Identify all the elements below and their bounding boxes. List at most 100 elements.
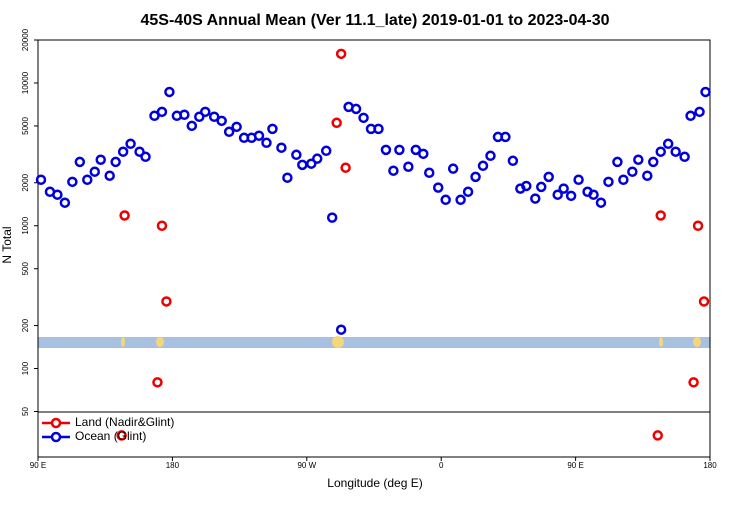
- point: [418, 148, 429, 160]
- point: [670, 146, 681, 157]
- y-tick-label: 500: [21, 262, 30, 276]
- point: [134, 146, 145, 157]
- x-tick-label: 0: [439, 461, 444, 470]
- point: [179, 109, 190, 121]
- point: [652, 430, 663, 441]
- point: [698, 296, 710, 307]
- point: [394, 144, 405, 156]
- point: [440, 194, 451, 206]
- point: [335, 324, 347, 335]
- point: [380, 144, 392, 156]
- point: [208, 111, 220, 123]
- point: [685, 110, 696, 122]
- point: [507, 155, 519, 167]
- point: [35, 174, 47, 185]
- point: [692, 220, 704, 231]
- point: [331, 117, 342, 129]
- point: [110, 156, 121, 168]
- point: [358, 112, 369, 124]
- y-tick-label: 10000: [21, 71, 30, 94]
- y-tick-label: 100: [21, 361, 30, 375]
- point: [679, 151, 690, 163]
- point: [655, 146, 666, 157]
- point: [655, 210, 666, 221]
- point: [119, 210, 130, 221]
- point: [149, 110, 160, 122]
- point: [306, 158, 317, 169]
- y-tick-label: 20000: [21, 28, 30, 51]
- point: [543, 171, 554, 183]
- point: [612, 156, 623, 168]
- point: [291, 149, 302, 161]
- point: [388, 165, 399, 176]
- point: [500, 131, 511, 143]
- legend-marker: [50, 417, 62, 429]
- point: [67, 176, 78, 188]
- x-tick-label: 90 W: [297, 461, 316, 470]
- point: [52, 189, 63, 200]
- point: [125, 138, 136, 150]
- point: [261, 137, 272, 149]
- point: [297, 159, 308, 171]
- point: [267, 123, 278, 135]
- legend-label: Land (Nadir&Glint): [75, 415, 174, 429]
- point: [455, 194, 466, 206]
- plot-frame: [37, 39, 711, 458]
- point: [485, 150, 496, 162]
- point: [447, 163, 459, 174]
- point: [200, 106, 211, 118]
- y-tick-label: 200: [21, 318, 30, 332]
- point: [350, 103, 362, 115]
- point: [216, 115, 227, 127]
- x-tick-label: 180: [703, 461, 717, 470]
- chart-title: 45S-40S Annual Mean (Ver 11.1_late) 2019…: [141, 12, 610, 29]
- point: [521, 180, 532, 192]
- x-tick-label: 180: [166, 461, 180, 470]
- legend-marker: [50, 431, 62, 443]
- point: [340, 162, 351, 173]
- point: [156, 106, 168, 118]
- point: [662, 138, 674, 150]
- point: [627, 166, 638, 177]
- point: [89, 166, 100, 177]
- point: [552, 189, 563, 200]
- point: [432, 182, 444, 193]
- point: [59, 197, 71, 208]
- point: [164, 86, 175, 98]
- point: [470, 171, 481, 183]
- point: [95, 154, 106, 165]
- point: [565, 190, 577, 202]
- x-tick-label: 90 E: [30, 461, 46, 470]
- point: [573, 174, 584, 185]
- point: [648, 156, 659, 168]
- point: [424, 167, 435, 179]
- point: [82, 174, 93, 185]
- point: [282, 172, 293, 183]
- point: [186, 120, 198, 132]
- point: [462, 186, 474, 198]
- point: [642, 170, 653, 181]
- point: [312, 153, 323, 164]
- point: [74, 156, 86, 168]
- point: [373, 123, 384, 135]
- point: [688, 377, 699, 388]
- point: [530, 193, 541, 204]
- point: [558, 183, 569, 194]
- point: [152, 377, 163, 388]
- point: [403, 161, 414, 172]
- point: [276, 142, 287, 153]
- point: [618, 174, 629, 185]
- y-tick-label: 50: [21, 406, 30, 415]
- y-tick-label: 2000: [21, 173, 30, 191]
- point: [140, 151, 151, 163]
- legend-label: Ocean (Glint): [75, 429, 146, 443]
- point: [410, 144, 422, 156]
- point: [117, 146, 129, 157]
- point: [223, 126, 235, 138]
- point: [320, 145, 332, 157]
- point: [694, 106, 705, 118]
- point: [161, 296, 172, 307]
- point: [156, 220, 168, 231]
- point: [253, 130, 265, 141]
